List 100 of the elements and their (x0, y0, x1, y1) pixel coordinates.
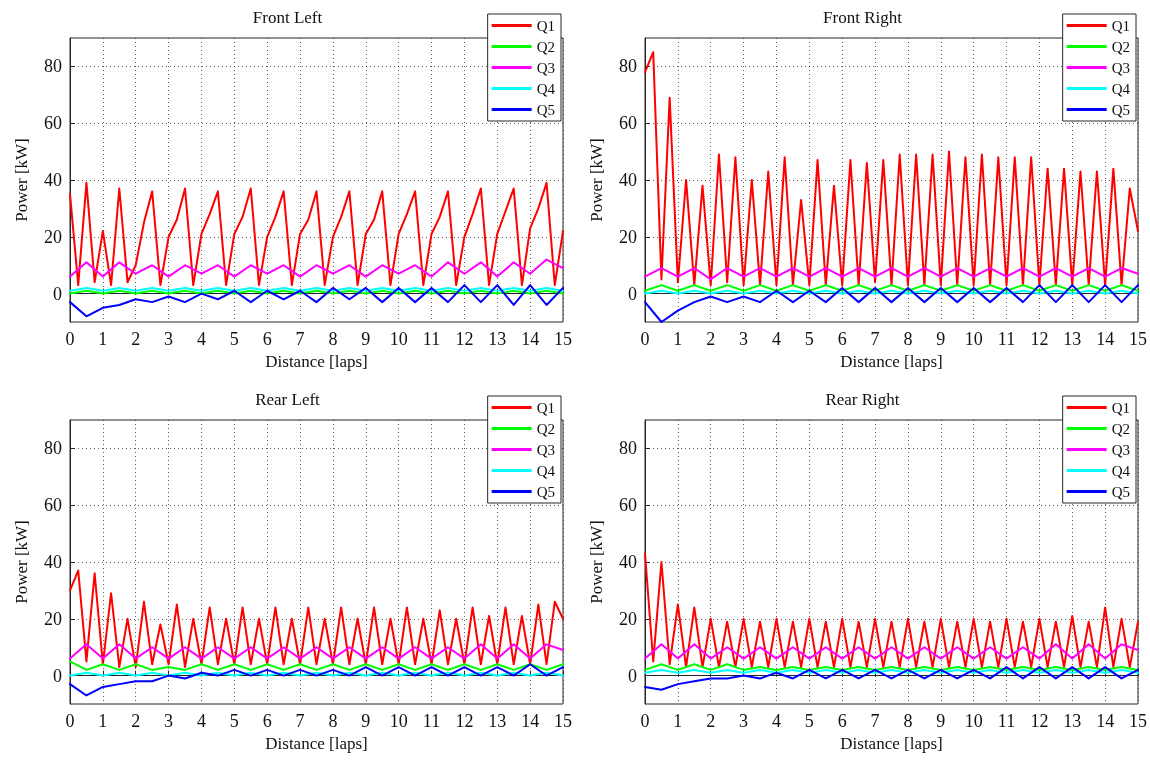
x-tick-label: 7 (295, 329, 305, 349)
legend-label: Q4 (536, 462, 556, 479)
line-series (69, 284, 564, 318)
line-series (69, 258, 564, 278)
x-tick-label: 1 (673, 711, 683, 731)
x-tick-label: 9 (936, 329, 946, 349)
chart-title: Rear Right (825, 390, 900, 409)
y-tick-label: 0 (628, 665, 637, 686)
x-tick-label: 1 (98, 329, 108, 349)
x-tick-label: 15 (554, 329, 572, 349)
x-tick-label: 6 (262, 711, 272, 731)
x-axis-title: Distance [laps] (840, 733, 943, 753)
chart-title: Rear Left (255, 390, 321, 409)
legend-label: Q3 (1111, 59, 1131, 76)
y-tick-label: 0 (628, 283, 637, 304)
x-tick-label: 10 (389, 329, 408, 349)
legend-label: Q3 (536, 59, 556, 76)
x-tick-label: 14 (521, 711, 540, 731)
x-tick-label: 10 (964, 329, 983, 349)
chart-title: Front Right (823, 8, 903, 27)
legend-label: Q1 (1111, 399, 1131, 416)
x-tick-label: 10 (389, 711, 408, 731)
x-axis-title: Distance [laps] (840, 351, 943, 371)
x-tick-label: 14 (1096, 329, 1115, 349)
y-tick-label: 60 (44, 495, 62, 516)
x-tick-label: 13 (488, 329, 507, 349)
legend-label: Q1 (1111, 17, 1131, 34)
y-tick-label: 40 (44, 170, 62, 190)
x-tick-label: 12 (1030, 329, 1049, 349)
x-tick-label: 13 (488, 711, 507, 731)
y-tick-label: 20 (44, 608, 62, 629)
legend-label: Q4 (536, 80, 556, 97)
chart-title: Front Left (252, 8, 323, 27)
x-tick-label: 6 (837, 711, 847, 731)
x-tick-label: 13 (1063, 711, 1082, 731)
x-tick-label: 4 (196, 329, 206, 349)
x-tick-label: 2 (706, 329, 716, 349)
x-tick-label: 14 (521, 329, 540, 349)
line-series (69, 660, 564, 671)
x-tick-label: 12 (455, 329, 474, 349)
y-axis-title: Power [kW] (12, 138, 31, 222)
x-tick-label: 8 (328, 711, 338, 731)
y-tick-label: 60 (619, 113, 637, 134)
x-tick-label: 11 (422, 711, 441, 731)
x-tick-label: 5 (804, 329, 814, 349)
legend-label: Q1 (536, 17, 556, 34)
x-tick-label: 6 (262, 329, 272, 349)
x-tick-label: 8 (328, 329, 338, 349)
y-axis-title: Power [kW] (12, 520, 31, 604)
x-tick-label: 2 (131, 329, 141, 349)
x-tick-label: 4 (196, 711, 206, 731)
line-series (69, 643, 564, 660)
x-tick-label: 1 (98, 711, 108, 731)
x-tick-label: 8 (903, 711, 913, 731)
x-tick-label: 6 (837, 329, 847, 349)
legend-label: Q2 (1111, 38, 1131, 55)
x-tick-label: 15 (554, 711, 572, 731)
line-series (69, 569, 564, 669)
y-tick-label: 40 (619, 170, 637, 190)
x-tick-label: 5 (229, 711, 239, 731)
x-tick-label: 9 (361, 711, 371, 731)
line-series (644, 643, 1139, 660)
y-tick-label: 0 (53, 665, 62, 686)
x-tick-label: 15 (1129, 329, 1147, 349)
line-series (644, 267, 1139, 281)
x-tick-label: 7 (870, 711, 880, 731)
y-tick-label: 80 (619, 438, 637, 459)
y-axis-title: Power [kW] (587, 138, 606, 222)
x-tick-label: 7 (295, 711, 305, 731)
x-tick-label: 5 (229, 329, 239, 349)
x-tick-label: 3 (164, 711, 174, 731)
legend-label: Q3 (1111, 441, 1131, 458)
x-tick-label: 13 (1063, 329, 1082, 349)
x-tick-label: 9 (936, 711, 946, 731)
legend-label: Q4 (1111, 462, 1131, 479)
y-tick-label: 20 (619, 608, 637, 629)
y-axis-title: Power [kW] (587, 520, 606, 604)
line-series (644, 284, 1139, 323)
line-series (644, 552, 1139, 669)
x-tick-label: 12 (1030, 711, 1049, 731)
x-tick-label: 3 (739, 711, 749, 731)
x-tick-label: 9 (361, 329, 371, 349)
x-tick-label: 5 (804, 711, 814, 731)
line-series (69, 181, 564, 287)
x-tick-label: 2 (131, 711, 141, 731)
legend-label: Q5 (536, 483, 556, 500)
x-tick-label: 10 (964, 711, 983, 731)
x-tick-label: 4 (771, 329, 781, 349)
legend-label: Q5 (536, 101, 556, 118)
y-tick-label: 80 (44, 438, 62, 459)
legend-label: Q5 (1111, 483, 1131, 500)
x-tick-label: 3 (739, 329, 749, 349)
y-tick-label: 60 (619, 495, 637, 516)
x-axis-title: Distance [laps] (265, 351, 368, 371)
legend-label: Q5 (1111, 101, 1131, 118)
x-tick-label: 14 (1096, 711, 1115, 731)
line-series (644, 666, 1139, 691)
legend-label: Q3 (536, 441, 556, 458)
y-tick-label: 80 (619, 56, 637, 77)
y-tick-label: 20 (619, 226, 637, 247)
